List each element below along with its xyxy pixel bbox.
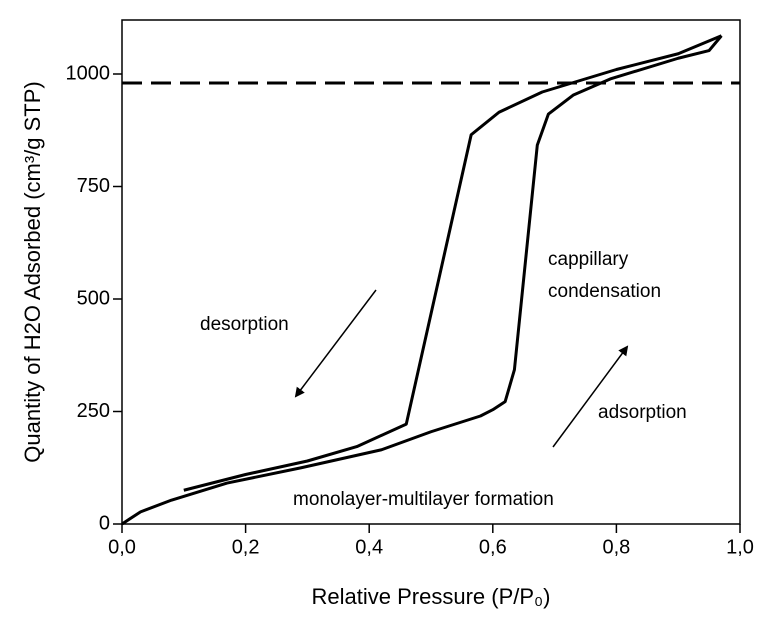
x-tick-label: 0,0 (108, 536, 136, 558)
y-tick-label: 500 (77, 287, 110, 309)
y-tick-label: 250 (77, 400, 110, 422)
series-line (121, 34, 723, 526)
x-tick-label: 0,4 (355, 536, 383, 558)
arrow (552, 345, 629, 448)
x-tick-label: 0,2 (232, 536, 260, 558)
arrow (294, 289, 377, 398)
y-tick-label: 750 (77, 175, 110, 197)
annotation: monolayer-multilayer formation (293, 489, 554, 510)
y-tick-label: 1000 (66, 62, 111, 84)
x-tick-label: 0,6 (479, 536, 507, 558)
annotation: desorption (200, 314, 289, 335)
y-axis-label: Quantity of H2O Adsorbed (cm³/g STP) (20, 81, 45, 462)
y-tick-label: 0 (99, 512, 110, 534)
annotation: cappillary (548, 249, 629, 270)
annotation: adsorption (598, 402, 687, 423)
x-tick-label: 1,0 (726, 536, 754, 558)
series-line (183, 34, 723, 492)
x-tick-label: 0,8 (602, 536, 630, 558)
x-axis-label: Relative Pressure (P/P₀) (312, 584, 551, 609)
plot-frame (121, 19, 741, 525)
annotation: condensation (548, 281, 661, 302)
